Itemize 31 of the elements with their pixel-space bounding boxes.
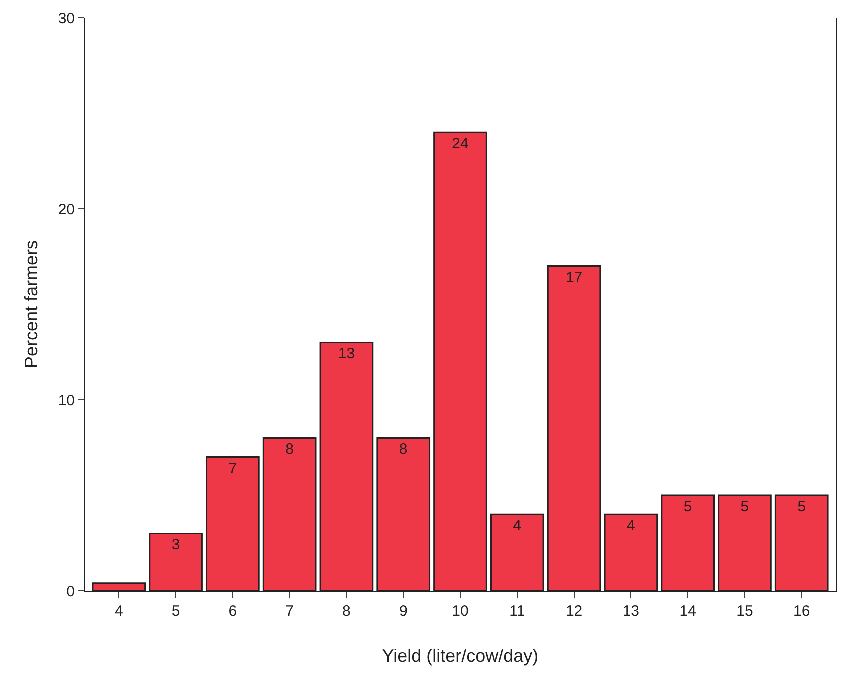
x-tick-label: 16	[794, 603, 810, 620]
data-label: 5	[740, 498, 750, 516]
data-label: 5	[684, 498, 692, 516]
y-tick-label: 0	[66, 583, 75, 600]
x-tick-label: 7	[286, 603, 294, 620]
data-label: 17	[566, 269, 583, 286]
data-label: 13	[338, 346, 356, 363]
data-label: 4	[513, 518, 522, 535]
data-label: 8	[286, 441, 294, 458]
x-tick-label: 15	[736, 603, 754, 620]
x-tick-label: 12	[566, 603, 583, 620]
data-label: 5	[798, 498, 806, 516]
x-tick-label: 6	[228, 603, 238, 620]
x-tick-label: 14	[680, 603, 696, 620]
data-label: 3	[172, 536, 180, 554]
x-tick-label: 13	[622, 603, 640, 620]
x-tick-label: 8	[342, 603, 351, 620]
data-label: 7	[228, 460, 238, 478]
x-tick-label: 11	[510, 603, 526, 620]
x-axis-title: Yield (liter/cow/day)	[382, 646, 539, 666]
data-label: 24	[452, 136, 469, 153]
y-tick-label: 10	[58, 392, 75, 410]
x-tick-label: 5	[172, 603, 180, 620]
x-tick-label: 9	[399, 603, 408, 620]
data-label: 8	[399, 441, 408, 458]
data-label: 4	[627, 518, 636, 535]
y-tick-label: 20	[58, 201, 75, 218]
y-axis-title: Percent farmers	[22, 240, 42, 369]
y-tick-label: 30	[58, 10, 75, 28]
x-tick-label: 10	[452, 603, 469, 620]
x-tick-label: 4	[114, 603, 124, 620]
